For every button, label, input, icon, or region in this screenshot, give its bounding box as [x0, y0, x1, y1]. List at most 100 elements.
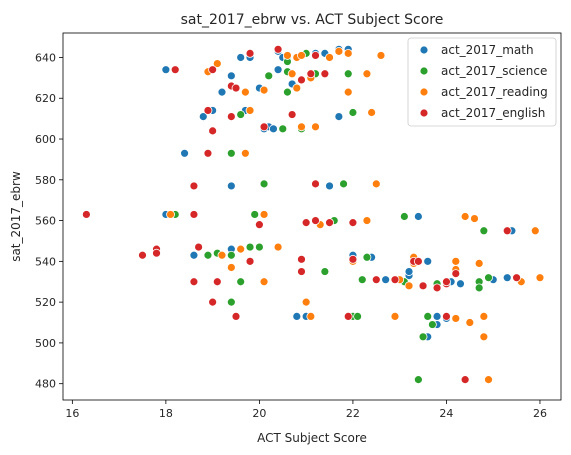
data-point — [334, 46, 344, 56]
data-point — [311, 179, 320, 189]
plot-area — [81, 44, 545, 385]
y-tick-label: 540 — [35, 255, 56, 268]
data-point — [301, 218, 311, 228]
data-point — [451, 256, 461, 266]
data-point — [474, 258, 484, 268]
data-point — [301, 297, 311, 307]
y-tick-label: 480 — [35, 378, 56, 391]
y-tick-label: 640 — [35, 51, 56, 64]
data-point — [287, 69, 297, 79]
data-point — [297, 254, 306, 264]
data-point — [189, 210, 199, 219]
data-point — [348, 108, 358, 117]
data-point — [535, 273, 545, 283]
data-point — [432, 312, 442, 321]
data-point — [254, 242, 264, 252]
data-point — [273, 242, 283, 252]
data-point — [297, 122, 306, 132]
legend: act_2017_math act_2017_science act_2017_re… — [407, 37, 557, 127]
data-point — [236, 53, 246, 62]
data-point — [442, 277, 451, 287]
data-point — [259, 85, 269, 95]
data-point — [306, 69, 316, 79]
data-point — [390, 312, 400, 321]
data-point — [325, 181, 334, 191]
data-point — [376, 51, 386, 60]
data-point — [343, 48, 353, 58]
data-point — [390, 275, 400, 285]
data-point — [236, 244, 246, 254]
data-point — [138, 250, 147, 260]
data-point — [217, 87, 227, 97]
legend-label: act_2017_math — [441, 43, 534, 57]
data-point — [226, 297, 236, 307]
data-point — [203, 106, 213, 115]
data-point — [189, 250, 199, 260]
data-point — [428, 320, 437, 329]
legend-label: act_2017_english — [441, 106, 545, 120]
data-point — [362, 216, 372, 225]
data-point — [208, 65, 218, 75]
data-point — [413, 212, 423, 221]
data-point — [325, 53, 334, 62]
data-point — [245, 242, 255, 252]
x-axis-ticks: 16 18 20 22 24 26 — [65, 400, 547, 420]
data-point — [502, 226, 512, 236]
data-point — [484, 273, 493, 283]
legend-box — [407, 37, 557, 127]
data-point — [320, 267, 330, 276]
data-point — [413, 256, 423, 266]
data-point — [311, 51, 320, 60]
x-tick-label: 22 — [346, 407, 360, 420]
data-point — [371, 275, 381, 285]
data-point — [404, 267, 414, 276]
data-point — [231, 312, 241, 321]
data-point — [198, 112, 208, 121]
data-point — [208, 126, 218, 136]
y-axis-ticks: 480 500 520 540 560 580 600 620 640 — [35, 51, 63, 391]
y-tick-label: 500 — [35, 337, 56, 350]
data-point — [325, 218, 334, 228]
data-point — [479, 226, 489, 236]
y-tick-label: 520 — [35, 296, 56, 309]
data-point — [194, 242, 204, 252]
data-point — [203, 148, 213, 158]
data-point — [81, 210, 91, 219]
data-point — [306, 312, 316, 321]
data-point — [254, 220, 264, 230]
data-point — [259, 277, 269, 287]
data-point — [273, 65, 283, 75]
axes-frame — [62, 32, 562, 401]
series-act_2017_english — [81, 44, 521, 385]
data-point — [343, 69, 353, 79]
data-point — [240, 87, 250, 97]
data-point — [203, 250, 213, 260]
legend-marker — [419, 108, 429, 118]
data-point — [283, 51, 292, 60]
data-point — [226, 263, 236, 272]
data-point — [432, 283, 442, 293]
data-point — [413, 375, 423, 385]
data-point — [362, 69, 372, 79]
legend-marker — [419, 66, 429, 76]
data-point — [320, 69, 330, 79]
data-point — [259, 122, 269, 132]
y-tick-label: 600 — [35, 133, 56, 146]
data-point — [297, 267, 306, 276]
data-point — [334, 112, 344, 121]
data-point — [245, 256, 255, 266]
data-point — [348, 254, 358, 264]
data-point — [451, 269, 461, 278]
data-point — [484, 375, 493, 385]
x-tick-label: 16 — [65, 407, 79, 420]
data-point — [212, 59, 222, 68]
data-point — [418, 332, 428, 342]
data-point — [381, 275, 391, 285]
data-point — [451, 314, 461, 323]
data-point — [502, 273, 512, 283]
data-point — [269, 124, 278, 134]
data-point — [278, 124, 288, 134]
data-point — [404, 281, 414, 291]
data-point — [474, 283, 484, 293]
data-point — [259, 179, 269, 189]
